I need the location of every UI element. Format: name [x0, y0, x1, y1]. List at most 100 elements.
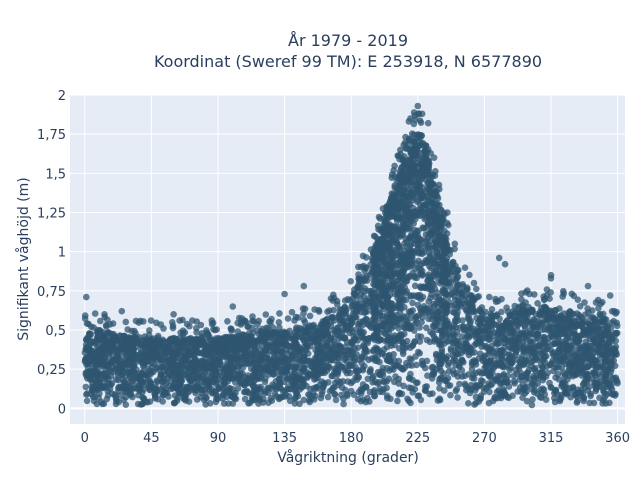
- data-point: [517, 313, 525, 320]
- data-point: [388, 365, 395, 372]
- data-point: [419, 293, 427, 301]
- data-point: [370, 372, 377, 380]
- data-point: [154, 338, 161, 345]
- data-point: [416, 324, 423, 331]
- data-point: [560, 329, 568, 337]
- data-point: [288, 370, 296, 378]
- data-point: [394, 241, 402, 248]
- data-point: [381, 265, 389, 272]
- data-point: [381, 238, 389, 246]
- data-point: [413, 361, 420, 369]
- data-point: [554, 370, 562, 378]
- data-point: [332, 396, 340, 404]
- data-point: [557, 324, 564, 331]
- data-point: [120, 346, 128, 353]
- data-point: [290, 342, 298, 350]
- data-point: [506, 351, 513, 359]
- data-point: [409, 389, 416, 396]
- data-point: [144, 342, 151, 350]
- data-point: [300, 365, 308, 372]
- data-point: [353, 351, 360, 358]
- data-point: [565, 389, 572, 396]
- data-point: [300, 353, 308, 360]
- data-point: [501, 322, 509, 330]
- data-point: [277, 335, 284, 343]
- data-point: [382, 319, 389, 326]
- data-point: [304, 328, 311, 335]
- data-point: [211, 368, 218, 375]
- data-point: [275, 357, 282, 365]
- data-point: [159, 342, 167, 350]
- data-point: [459, 288, 467, 296]
- data-point: [603, 379, 611, 387]
- data-point: [254, 350, 262, 358]
- data-point: [580, 394, 588, 401]
- data-point: [533, 330, 541, 338]
- data-point: [299, 383, 307, 390]
- data-point: [453, 281, 461, 289]
- data-point: [420, 225, 428, 232]
- data-point: [257, 388, 265, 396]
- data-point: [340, 326, 347, 334]
- data-point: [321, 317, 329, 325]
- data-point: [453, 276, 460, 284]
- data-point: [173, 362, 180, 370]
- data-point: [201, 357, 209, 364]
- data-point: [440, 387, 448, 394]
- data-point: [170, 382, 178, 389]
- data-point: [109, 390, 116, 398]
- data-point: [306, 391, 314, 399]
- data-point: [558, 364, 566, 372]
- data-point: [409, 376, 416, 384]
- data-point: [454, 394, 461, 401]
- data-point: [373, 273, 380, 281]
- data-point: [419, 174, 426, 182]
- data-point: [206, 345, 213, 352]
- data-point: [534, 322, 542, 330]
- data-point: [522, 370, 530, 378]
- data-point: [425, 315, 432, 323]
- data-point: [294, 355, 301, 363]
- data-point: [515, 363, 522, 370]
- data-point: [572, 371, 579, 379]
- data-point: [293, 383, 301, 391]
- data-point: [465, 400, 472, 407]
- data-point: [514, 334, 522, 342]
- data-point: [567, 308, 574, 316]
- data-point: [167, 372, 175, 379]
- data-point: [453, 386, 461, 393]
- data-point: [386, 313, 394, 321]
- data-point: [427, 238, 434, 245]
- data-point: [87, 330, 95, 338]
- data-point: [462, 382, 469, 390]
- data-point: [494, 372, 502, 380]
- data-point: [425, 211, 433, 219]
- data-point: [352, 374, 360, 381]
- data-point: [209, 389, 216, 396]
- data-point: [434, 397, 442, 404]
- data-point: [480, 353, 488, 361]
- data-point: [300, 396, 308, 404]
- data-point: [383, 392, 391, 400]
- data-point: [517, 388, 525, 395]
- data-point: [162, 350, 169, 357]
- data-point: [103, 395, 111, 403]
- data-point: [506, 366, 513, 374]
- data-point: [519, 330, 527, 338]
- data-point: [418, 318, 425, 326]
- data-point: [606, 389, 614, 397]
- data-point: [326, 364, 333, 372]
- data-point: [92, 359, 99, 366]
- data-point: [448, 290, 455, 298]
- data-point: [247, 379, 255, 386]
- data-point: [415, 134, 422, 141]
- data-point: [591, 379, 598, 387]
- data-point: [353, 307, 361, 315]
- data-point: [439, 275, 446, 283]
- data-point: [486, 372, 494, 379]
- data-point: [482, 334, 490, 342]
- data-point: [491, 312, 499, 320]
- data-point: [528, 385, 536, 393]
- data-point: [500, 392, 507, 399]
- data-point: [305, 397, 313, 404]
